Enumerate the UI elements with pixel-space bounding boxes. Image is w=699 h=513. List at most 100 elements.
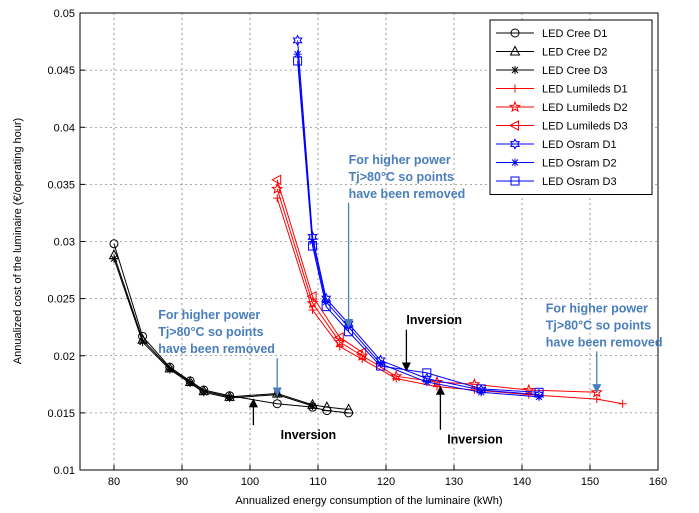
annotation-note: For higher power Tj>80°C so points have be… (546, 301, 663, 394)
data-point (534, 387, 544, 397)
series-line-led-cree-d2 (113, 255, 349, 410)
annotation-text: Tj>80°C so points (546, 318, 651, 332)
legend-marker (508, 100, 522, 113)
annotation-text: Inversion (406, 313, 462, 327)
y-tick-label: 0.01 (54, 465, 75, 477)
legend-marker (509, 138, 521, 150)
legend-entry: LED Osram D1 (496, 138, 617, 151)
data-point (165, 365, 174, 374)
annotation-note: For higher power Tj>80°C so points have be… (344, 153, 466, 329)
legend-label: LED Lumileds D2 (542, 102, 628, 114)
x-tick-label: 130 (445, 476, 463, 488)
legend-entry: LED Lumileds D1 (496, 84, 628, 96)
data-point (477, 388, 486, 397)
x-tick-label: 100 (241, 476, 259, 488)
series-line-led-osram-d2 (297, 54, 540, 398)
data-point (333, 332, 344, 343)
data-point (476, 384, 486, 394)
legend-label: LED Cree D2 (542, 47, 607, 59)
annotation-text: have been removed (158, 342, 275, 356)
series-line-led-cree-d3 (113, 258, 313, 407)
annotation-text: have been removed (546, 335, 663, 349)
data-point (376, 359, 385, 368)
y-tick-label: 0.015 (47, 408, 75, 420)
series-line-led-cree-d1 (113, 243, 349, 414)
data-point (308, 241, 318, 251)
data-point (308, 402, 317, 411)
axis-ticks: 80 90 100 110 120 130 140 150 160 0.01 0.015 0.02 0.… (47, 8, 667, 488)
series-line-led-lumileds-d2 (276, 188, 597, 393)
series-line-led-osram-d1 (297, 40, 540, 396)
x-tick-label: 90 (176, 476, 188, 488)
annotation-inversion: Inversion (435, 385, 503, 447)
data-point (618, 399, 627, 408)
data-point (322, 298, 331, 307)
annotation-text: have been removed (349, 187, 466, 201)
series-layer (108, 34, 627, 418)
legend-marker (508, 120, 519, 131)
data-point (390, 369, 403, 382)
data-point (356, 346, 367, 358)
y-tick-label: 0.045 (47, 65, 75, 77)
data-point (272, 399, 282, 409)
data-point (343, 403, 354, 414)
data-point (306, 291, 317, 302)
series-led-lumileds-d3 (271, 174, 367, 358)
annotation-text: For higher power (158, 308, 260, 322)
series-line-led-lumileds-d1 (276, 197, 623, 405)
legend-entry: LED Lumileds D2 (496, 100, 628, 114)
data-point (592, 395, 601, 404)
annotation-text: Inversion (281, 428, 337, 442)
legend-label: LED Cree D3 (542, 65, 607, 77)
legend-label: LED Cree D1 (542, 28, 607, 40)
legend-marker (511, 84, 519, 93)
data-point (376, 361, 386, 371)
legend-entry: LED Cree D2 (496, 45, 607, 59)
y-axis-title: Annualized cost of the luminaire (€/oper… (12, 118, 24, 364)
legend-label: LED Osram D3 (542, 176, 617, 188)
x-tick-label: 160 (649, 476, 667, 488)
legend-entry: LED Cree D1 (496, 28, 607, 40)
legend-entry: LED Cree D3 (496, 65, 607, 77)
y-tick-label: 0.035 (47, 179, 75, 191)
data-point (109, 239, 119, 249)
data-point (321, 302, 331, 312)
data-point (271, 174, 282, 186)
data-point (186, 379, 195, 388)
legend-label: LED Osram D2 (542, 158, 617, 170)
data-point (321, 401, 333, 412)
legend-entry: LED Osram D2 (496, 158, 617, 170)
annotation-text: Inversion (447, 433, 503, 447)
series-line-led-osram-d3 (297, 60, 540, 393)
data-point (271, 182, 284, 195)
series-line-led-lumileds-d3 (276, 179, 363, 353)
data-point (308, 306, 317, 315)
legend-entry: LED Lumileds D3 (496, 120, 628, 133)
legend-marker (510, 28, 520, 38)
annotation-text: For higher power (349, 153, 451, 167)
annotation-inversion: Inversion (401, 313, 462, 372)
legend-marker (510, 176, 520, 186)
data-point (422, 368, 432, 378)
legend-marker (509, 45, 521, 56)
x-tick-label: 110 (309, 476, 327, 488)
data-point (293, 56, 303, 66)
x-tick-label: 80 (108, 476, 120, 488)
legend-entry: LED Osram D3 (496, 176, 617, 188)
y-tick-label: 0.05 (54, 8, 75, 20)
legend-marker (511, 66, 519, 74)
x-tick-label: 140 (513, 476, 531, 488)
data-point (293, 50, 302, 59)
y-tick-label: 0.04 (54, 122, 75, 134)
data-point (110, 254, 118, 263)
data-point (225, 394, 234, 403)
legend-label: LED Lumileds D3 (542, 121, 628, 133)
x-tick-label: 150 (581, 476, 599, 488)
annotations: For higher power Tj>80°C so points have be… (158, 153, 662, 447)
data-point (292, 34, 303, 47)
legend-label: LED Osram D1 (542, 139, 617, 151)
series-led-cree-d3 (110, 254, 317, 411)
data-point (199, 388, 208, 397)
data-point (535, 392, 543, 401)
